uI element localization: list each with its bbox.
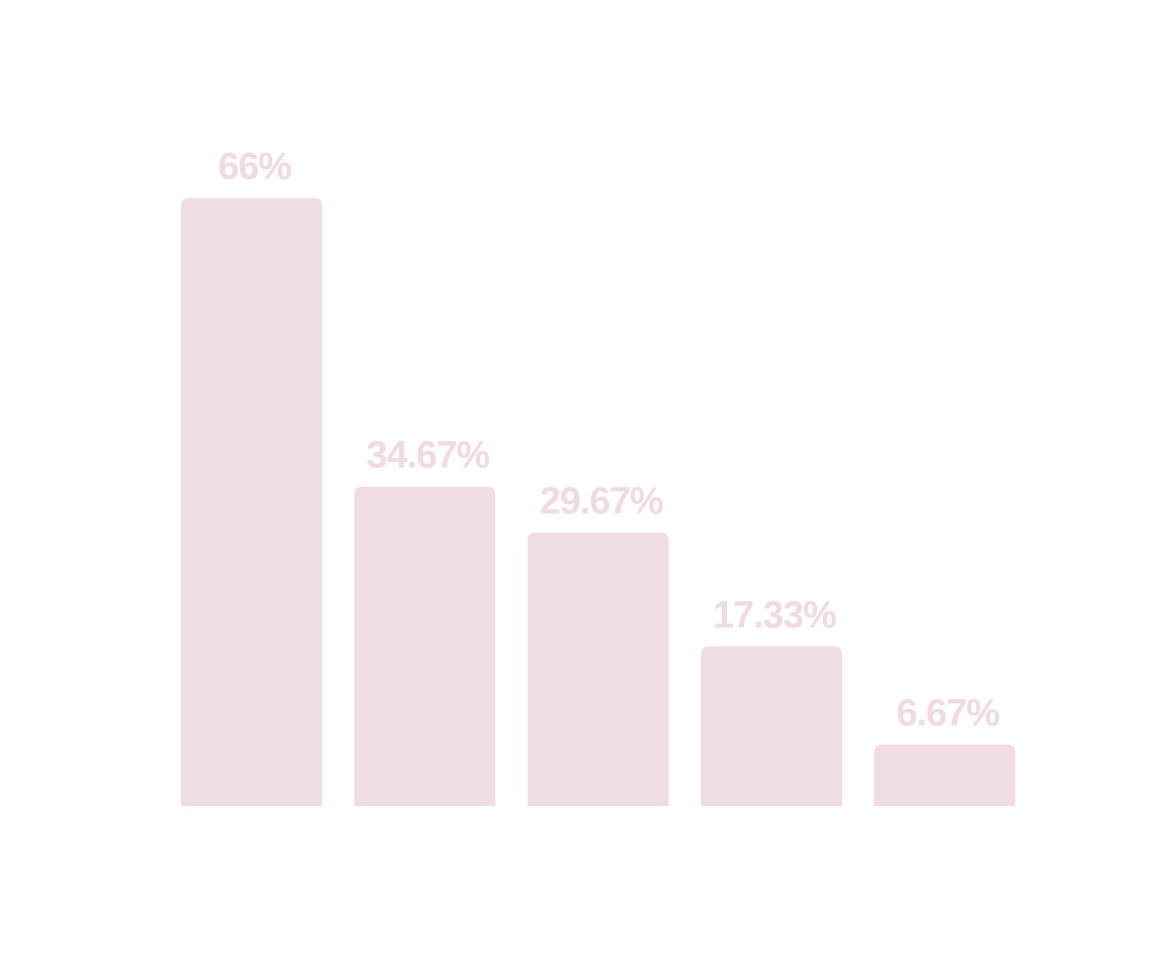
value-label: 6.67% [896, 693, 999, 735]
value-label: 17.33% [713, 594, 836, 636]
bar [874, 744, 1016, 806]
bar [700, 646, 842, 806]
bar [527, 532, 669, 806]
value-label: 34.67% [366, 435, 489, 477]
bar [354, 486, 496, 806]
value-label: 29.67% [540, 481, 663, 523]
bar [181, 198, 322, 806]
value-label: 66% [218, 146, 291, 188]
